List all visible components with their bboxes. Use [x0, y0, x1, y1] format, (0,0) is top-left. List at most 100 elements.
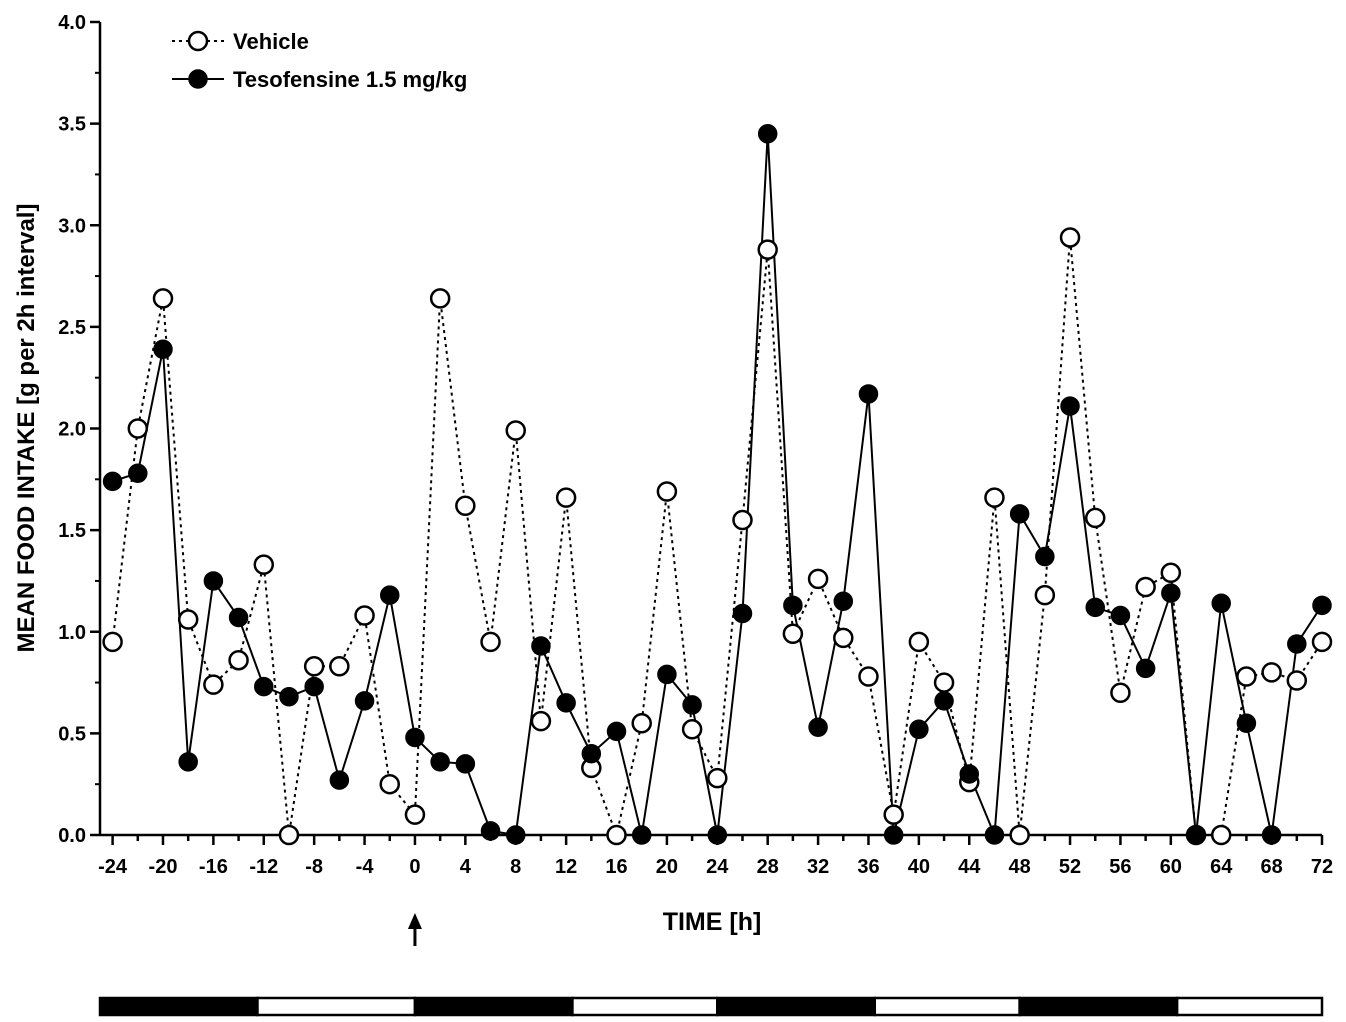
vehicle-point	[1261, 662, 1282, 683]
vehicle-point	[102, 631, 123, 653]
tesofensine-point	[203, 571, 224, 591]
vehicle-point	[656, 481, 678, 502]
dose-arrow-head	[407, 913, 422, 929]
light-phase-segment	[1175, 996, 1324, 1017]
vehicle-point	[228, 649, 249, 671]
tesofensine-point	[757, 124, 778, 144]
tesofensine-point	[128, 463, 148, 483]
x-axis-label: TIME [h]	[663, 908, 762, 936]
vehicle-point	[908, 631, 930, 653]
vehicle-point	[782, 623, 804, 645]
tesofensine-point	[556, 693, 576, 713]
tesofensine-point	[657, 664, 677, 685]
tesofensine-point	[959, 764, 980, 784]
x-tick-label: 4	[460, 856, 472, 878]
dark-phase-segment	[413, 996, 574, 1017]
x-tick-label: 52	[1059, 856, 1081, 878]
vehicle-point	[404, 804, 426, 825]
legend-marker	[187, 30, 209, 52]
tesofensine-point	[279, 687, 299, 707]
vehicle-point	[1210, 824, 1232, 846]
series-layer	[102, 124, 1333, 846]
x-tick-label: 68	[1260, 856, 1282, 878]
x-tick-label: -24	[98, 856, 128, 878]
vehicle-point	[278, 824, 300, 846]
y-tick-label: 4.0	[58, 12, 86, 34]
x-tick-label: -16	[199, 856, 228, 878]
light-phase-segment	[256, 996, 417, 1017]
y-tick-label: 2.0	[58, 419, 86, 441]
tesofensine-point	[1060, 396, 1080, 416]
light-dark-cycle-bar	[98, 996, 1324, 1017]
x-tick-label: 24	[706, 856, 729, 878]
y-tick-label: 2.5	[58, 317, 86, 339]
tesofensine-point	[102, 471, 123, 492]
tesofensine-point	[304, 676, 324, 697]
vehicle-point	[177, 609, 199, 630]
vehicle-point	[1236, 666, 1257, 687]
tesofensine-point	[430, 752, 450, 772]
vehicle-point	[707, 767, 728, 789]
x-tick-label: 48	[1009, 856, 1031, 878]
vehicle-point	[1059, 227, 1081, 248]
tesofensine-point	[1161, 583, 1181, 603]
tesofensine-point	[732, 603, 753, 624]
tesofensine-point	[1312, 595, 1332, 616]
tesofensine-point	[455, 754, 476, 774]
vehicle-point	[681, 719, 703, 740]
y-tick-label: 0.0	[58, 825, 86, 847]
vehicle-point	[1311, 631, 1333, 653]
y-tick-label: 3.5	[58, 114, 86, 136]
vehicle-point	[379, 773, 401, 795]
tesofensine-series-line	[112, 133, 1323, 837]
vehicle-point	[1160, 562, 1182, 584]
dose-arrow-icon	[407, 913, 422, 946]
vehicle-point	[480, 631, 501, 653]
x-tick-label: -4	[356, 856, 375, 878]
vehicle-point	[732, 509, 753, 531]
vehicle-point	[858, 666, 879, 687]
vehicle-point	[631, 712, 652, 734]
tesofensine-point	[254, 676, 274, 697]
x-tick-label: 12	[555, 856, 577, 878]
vehicle-point	[1084, 507, 1106, 529]
vehicle-point	[303, 656, 325, 677]
x-tick-label: -12	[249, 856, 278, 878]
x-tick-label: -8	[305, 856, 323, 878]
legend-label: Tesofensine 1.5 mg/kg	[233, 67, 467, 92]
y-tick-label: 0.5	[58, 723, 86, 745]
tesofensine-point	[606, 721, 627, 742]
x-tick-label: -20	[149, 856, 178, 878]
vehicle-point	[933, 672, 955, 693]
tesofensine-point	[405, 727, 425, 748]
vehicle-point	[883, 804, 904, 825]
vehicle-point	[505, 420, 526, 441]
tesofensine-point	[934, 691, 954, 711]
vehicle-point	[253, 554, 275, 575]
tesofensine-point	[329, 770, 350, 790]
y-tick-label: 3.0	[58, 215, 86, 237]
x-tick-label: 16	[605, 856, 627, 878]
tesofensine-point	[1287, 634, 1307, 654]
x-tick-label: 36	[857, 856, 879, 878]
tesofensine-point	[480, 821, 501, 841]
vehicle-point	[203, 674, 224, 695]
tesofensine-point	[1236, 713, 1257, 733]
dark-phase-segment	[98, 996, 259, 1017]
vehicle-point	[984, 487, 1005, 508]
tesofensine-point	[833, 591, 854, 612]
tesofensine-point	[228, 607, 249, 628]
vehicle-point	[530, 710, 552, 732]
tesofensine-point	[1035, 546, 1055, 567]
vehicle-point	[1034, 584, 1056, 606]
tesofensine-point	[1211, 593, 1231, 614]
x-tick-label: 40	[908, 856, 930, 878]
legend: Vehicle Tesofensine 1.5 mg/kg	[172, 29, 467, 92]
tesofensine-point	[1186, 825, 1206, 845]
x-tick-label: 44	[958, 856, 981, 878]
y-tick-label: 1.0	[58, 622, 86, 644]
light-phase-segment	[571, 996, 719, 1017]
x-tick-label: 8	[510, 856, 521, 878]
